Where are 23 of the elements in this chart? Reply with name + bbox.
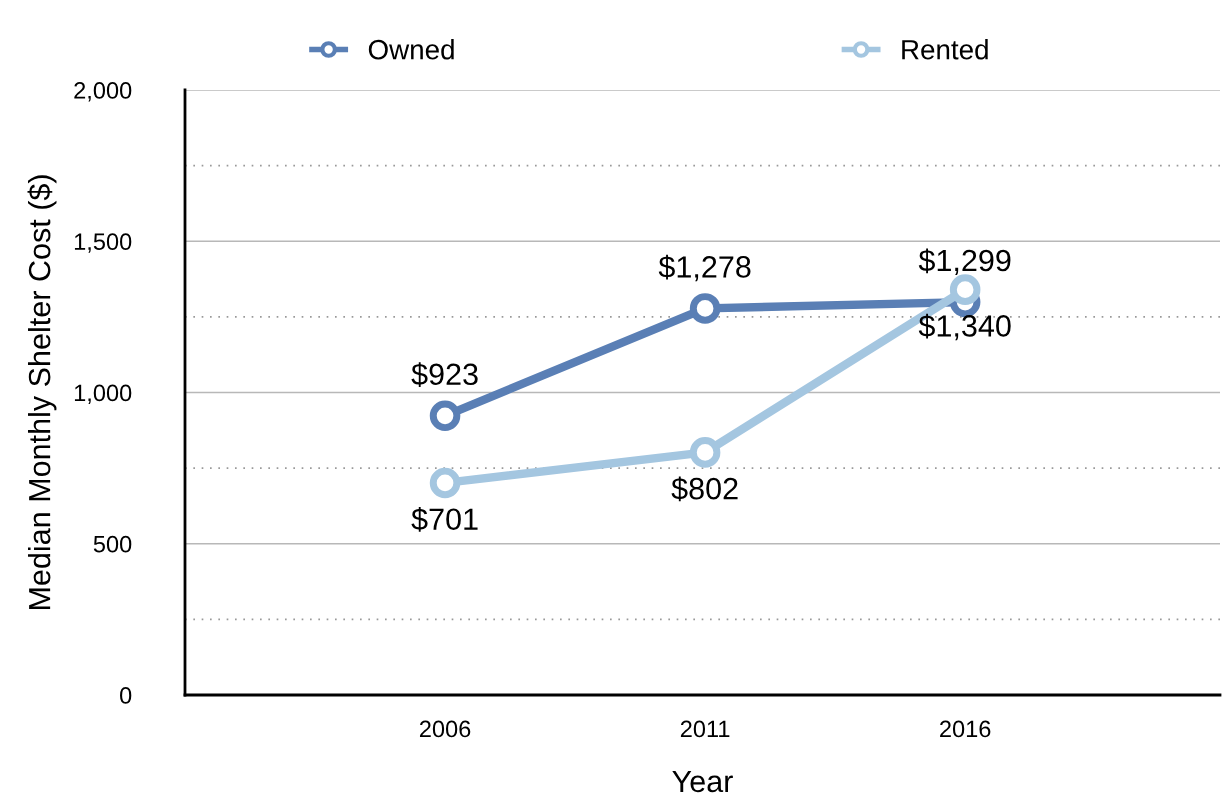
data-label: $923 (411, 362, 478, 387)
data-label: $802 (671, 476, 738, 502)
data-label: $1,340 (918, 313, 1011, 341)
x-axis-title: Year (672, 770, 733, 793)
data-label: $701 (411, 507, 478, 532)
legend-label: Owned (368, 39, 454, 60)
legend-label: Rented (902, 39, 988, 60)
point (949, 274, 981, 305)
y-tick-label: 1,500 (74, 233, 132, 253)
y-tick-label: 0 (120, 687, 132, 704)
point (429, 400, 461, 432)
point (689, 293, 721, 324)
x-tick-label: 2006 (419, 720, 471, 738)
y-axis-title: Median Monthly Shelter Cost ($) (27, 175, 57, 610)
y-tick-label: 2,000 (74, 82, 132, 102)
x-tick-label: 2016 (940, 720, 991, 738)
point (429, 467, 461, 499)
y-tick-label: 500 (93, 535, 132, 553)
y-tick-label: 1,000 (74, 384, 132, 405)
point (689, 437, 721, 468)
data-label: $1,299 (918, 248, 1011, 275)
data-label: $1,278 (658, 254, 751, 282)
x-tick-label: 2011 (680, 720, 730, 738)
